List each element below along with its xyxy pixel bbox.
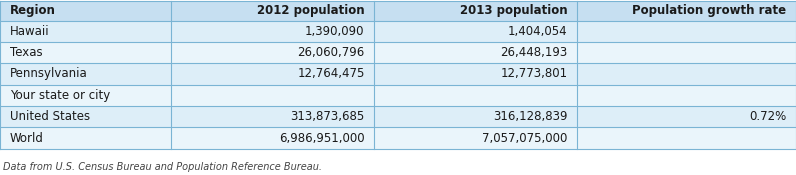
Bar [0,106,796,127]
Text: 26,448,193: 26,448,193 [501,46,568,59]
Text: Population growth rate: Population growth rate [632,4,786,17]
Text: 6,986,951,000: 6,986,951,000 [279,132,365,145]
Bar [0,42,796,63]
Text: World: World [10,132,44,145]
Text: Pennsylvania: Pennsylvania [10,68,88,80]
Text: 316,128,839: 316,128,839 [493,110,568,123]
Bar [0,85,796,106]
Text: Texas: Texas [10,46,42,59]
Text: 2013 population: 2013 population [460,4,568,17]
Text: 2012 population: 2012 population [257,4,365,17]
Text: Data from U.S. Census Bureau and Population Reference Bureau.: Data from U.S. Census Bureau and Populat… [3,162,322,172]
Text: Region: Region [10,4,56,17]
Text: Hawaii: Hawaii [10,25,49,38]
Text: 313,873,685: 313,873,685 [291,110,365,123]
Text: 1,404,054: 1,404,054 [508,25,568,38]
Bar [0,63,796,85]
Text: Your state or city: Your state or city [10,89,110,102]
Text: 26,060,796: 26,060,796 [298,46,365,59]
Bar [0,127,796,149]
Text: 1,390,090: 1,390,090 [305,25,365,38]
Text: 7,057,075,000: 7,057,075,000 [482,132,568,145]
Bar [0,1,796,21]
Text: 0.72%: 0.72% [749,110,786,123]
Text: 12,773,801: 12,773,801 [501,68,568,80]
Text: United States: United States [10,110,90,123]
Bar [0,21,796,42]
Text: 12,764,475: 12,764,475 [297,68,365,80]
